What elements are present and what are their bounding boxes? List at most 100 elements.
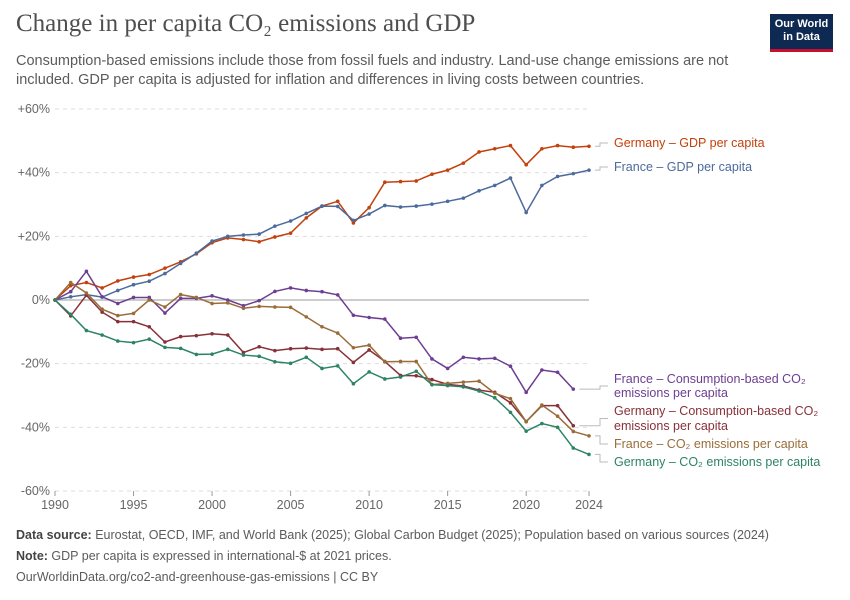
note: Note: GDP per capita is expressed in int… xyxy=(16,549,392,563)
data-point xyxy=(461,355,466,360)
data-point xyxy=(163,345,167,350)
data-point xyxy=(367,205,371,210)
data-point xyxy=(241,233,246,237)
data-point xyxy=(53,298,57,302)
data-point xyxy=(445,168,450,172)
data-point xyxy=(414,179,419,183)
y-tick-label: +40% xyxy=(18,166,50,180)
series-label: France – Consumption-based CO₂ xyxy=(614,372,806,386)
data-point xyxy=(367,343,371,348)
data-point xyxy=(367,212,371,216)
data-point xyxy=(335,199,340,204)
data-point xyxy=(430,202,434,206)
data-point xyxy=(304,288,309,293)
data-point xyxy=(68,312,73,317)
data-point xyxy=(540,146,544,151)
data-point xyxy=(508,143,513,148)
data-point xyxy=(430,382,434,387)
data-point xyxy=(383,180,387,185)
data-point xyxy=(304,346,309,350)
data-point xyxy=(163,311,167,315)
data-point xyxy=(100,286,104,290)
series-line xyxy=(54,270,574,394)
data-point xyxy=(540,421,544,426)
data-point xyxy=(461,380,466,384)
source-url[interactable]: OurWorldinData.org/co2-and-greenhouse-ga… xyxy=(16,570,379,584)
data-point xyxy=(288,219,293,223)
data-point xyxy=(320,347,324,352)
data-point xyxy=(210,239,214,243)
data-point xyxy=(273,359,277,364)
data-point xyxy=(383,377,387,381)
series-label: Germany – GDP per capita xyxy=(614,136,765,150)
data-point xyxy=(116,301,120,306)
label-connector xyxy=(595,166,608,171)
x-tick-label: 2000 xyxy=(198,498,226,512)
data-point xyxy=(587,144,591,149)
data-point xyxy=(257,344,261,349)
data-point xyxy=(68,283,73,288)
data-point xyxy=(367,315,371,320)
data-point xyxy=(131,319,136,324)
label-connector xyxy=(595,142,608,147)
data-point xyxy=(508,401,513,405)
data-point xyxy=(461,385,466,389)
data-point xyxy=(194,352,199,357)
data-point xyxy=(351,218,356,223)
data-point xyxy=(131,295,136,300)
data-point xyxy=(571,145,576,149)
data-point xyxy=(288,305,293,310)
data-point xyxy=(178,296,183,301)
data-point xyxy=(84,280,89,285)
data-point xyxy=(351,313,356,318)
data-point xyxy=(100,307,104,312)
data-point xyxy=(587,168,591,172)
data-point xyxy=(273,305,277,309)
data-point xyxy=(398,179,403,184)
data-point xyxy=(147,279,152,284)
y-tick-label: -40% xyxy=(21,420,50,434)
data-point xyxy=(100,295,104,299)
data-point xyxy=(383,317,387,321)
data-point xyxy=(131,340,136,345)
data-point xyxy=(367,348,371,352)
data-point xyxy=(351,221,356,225)
data-point xyxy=(273,224,277,228)
data-point xyxy=(100,310,104,314)
data-point xyxy=(555,370,560,375)
data-point xyxy=(367,370,371,374)
series-label: Germany – CO₂ emissions per capita xyxy=(614,455,820,469)
data-point xyxy=(335,293,340,297)
data-point xyxy=(571,446,576,450)
data-point xyxy=(194,333,199,338)
data-point xyxy=(540,183,544,188)
data-point xyxy=(225,301,230,305)
data-point xyxy=(163,266,167,270)
x-tick-label: 1995 xyxy=(120,498,148,512)
owid-logo[interactable]: Our World in Data xyxy=(770,14,833,52)
data-point xyxy=(116,313,120,318)
data-point xyxy=(414,335,419,340)
data-point xyxy=(241,306,246,311)
data-point xyxy=(178,334,183,339)
data-point xyxy=(571,423,576,428)
series-line xyxy=(54,169,590,301)
data-point xyxy=(571,429,576,434)
data-point xyxy=(414,204,419,208)
data-point xyxy=(100,333,104,337)
data-point xyxy=(225,298,230,302)
y-tick-label: +60% xyxy=(18,102,50,116)
data-point xyxy=(288,231,293,235)
data-point xyxy=(68,295,73,299)
data-point xyxy=(178,346,183,351)
data-point xyxy=(461,161,466,165)
data-point xyxy=(540,368,544,372)
data-point xyxy=(477,189,481,193)
data-point xyxy=(273,235,277,239)
data-point xyxy=(555,143,560,148)
data-point xyxy=(210,352,214,356)
data-point xyxy=(210,301,214,306)
data-point xyxy=(492,391,497,396)
data-point xyxy=(587,434,591,438)
